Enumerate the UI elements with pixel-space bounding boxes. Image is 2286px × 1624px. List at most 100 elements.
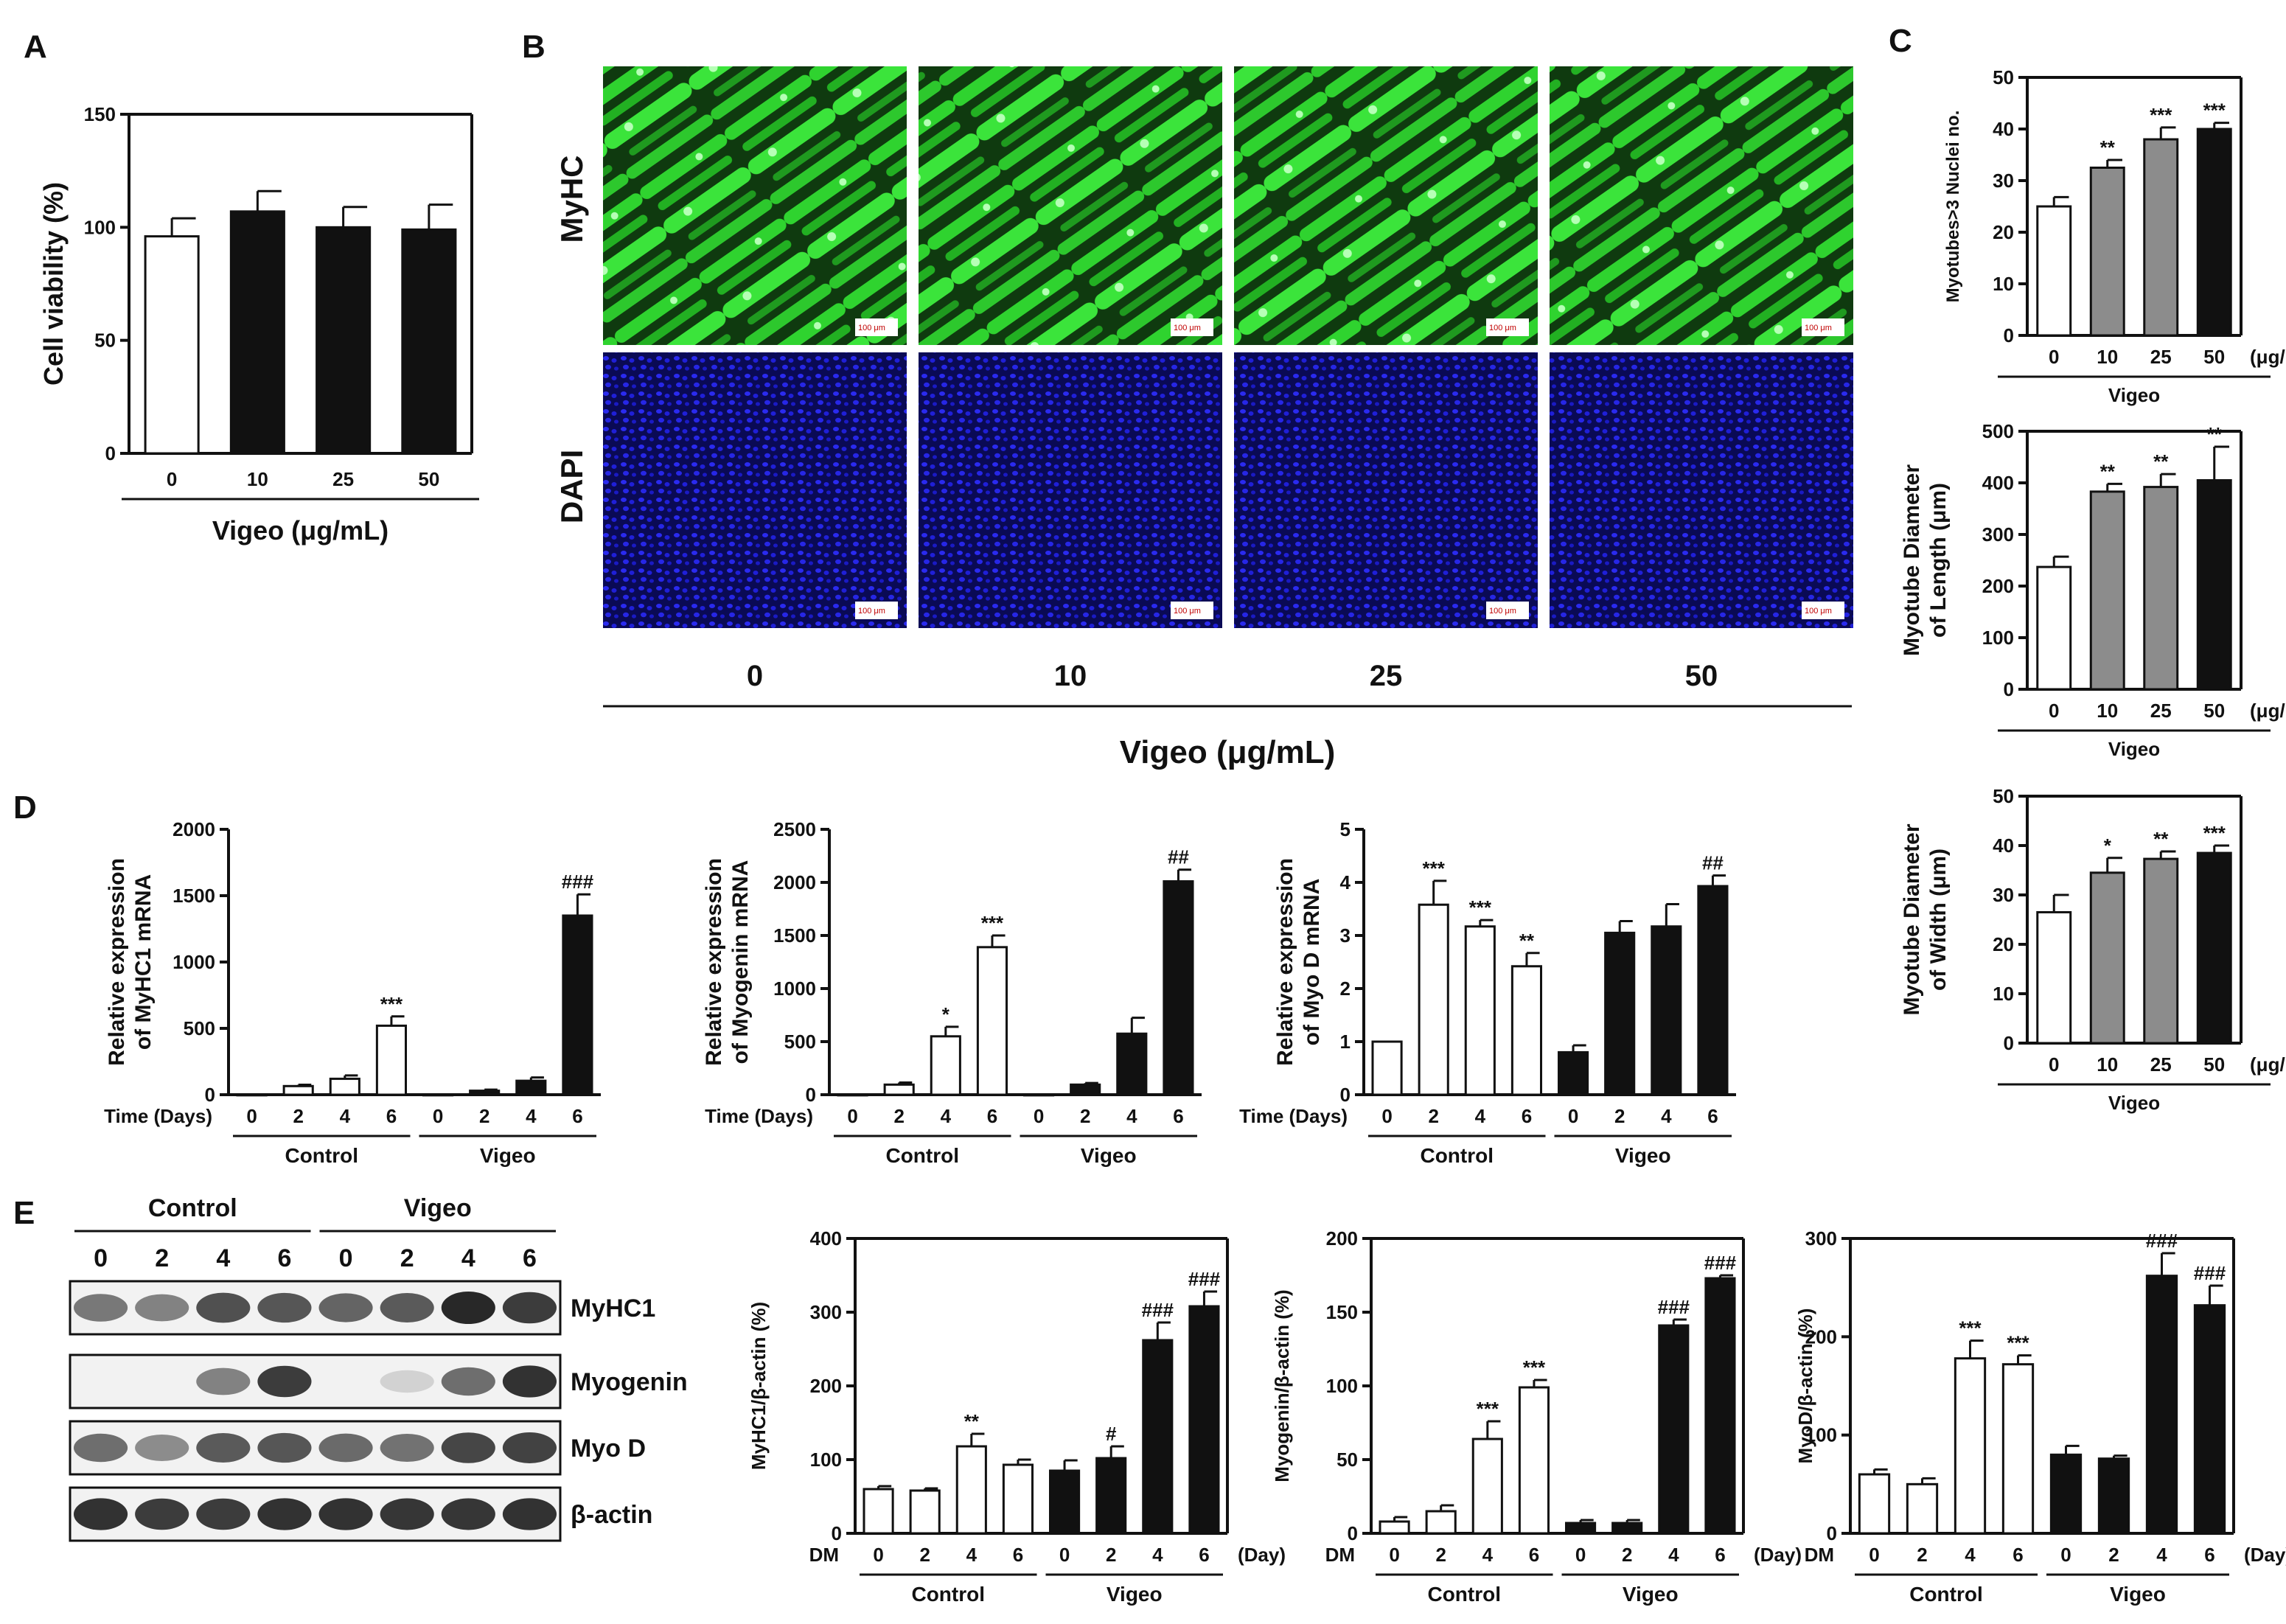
- blot-band: [196, 1367, 251, 1395]
- chart-e-myod-protein: 0 100 200 300 MyoD/β-actin (%) 0 2 4 *** 6 *** 0 2 4 #…: [1794, 1227, 2286, 1606]
- bar: [2143, 138, 2179, 337]
- y-tick-label: 200: [810, 1375, 842, 1397]
- x-tick-label: 0: [1034, 1105, 1044, 1127]
- x-tick-label: 2: [1106, 1544, 1116, 1566]
- significance-marker: ##: [1168, 846, 1189, 868]
- y-axis-label: of Width (μm): [1926, 848, 1951, 991]
- blot-row: β-actin: [69, 1486, 652, 1542]
- x-tick-label: 4: [941, 1105, 952, 1127]
- y-axis-label: Myotube Diameter: [1900, 464, 1924, 656]
- y-tick-label: 1: [1340, 1031, 1351, 1053]
- bar: [955, 1445, 987, 1535]
- group-label: Control: [1909, 1583, 1983, 1606]
- blot-band: [380, 1498, 434, 1530]
- bar: [1095, 1457, 1127, 1535]
- y-tick-label: 40: [1993, 118, 2014, 140]
- bar: [562, 914, 593, 1096]
- y-tick-label: 0: [205, 1084, 215, 1106]
- x-tick-label: 50: [418, 468, 439, 490]
- blot-row-label: Myo D: [571, 1435, 646, 1463]
- y-axis-label: MyoD/β-actin (%): [1794, 1308, 1816, 1464]
- significance-marker: ***: [2203, 822, 2226, 844]
- blot-band: [135, 1294, 189, 1322]
- blot-row: MyHC1: [69, 1280, 655, 1336]
- bar: [2196, 479, 2232, 691]
- blot-band: [257, 1498, 312, 1530]
- blot-band: [441, 1432, 495, 1463]
- bar: [144, 235, 200, 455]
- x-tick-label: 25: [2150, 346, 2172, 368]
- bar: [2049, 1453, 2083, 1535]
- row-label-myhc: MyHC: [554, 155, 589, 243]
- blot-band: [380, 1433, 434, 1463]
- bar: [1163, 880, 1194, 1096]
- conc-label-50: 50: [1685, 660, 1718, 692]
- bar: [1070, 1083, 1101, 1096]
- y-tick-label: 200: [1982, 575, 2014, 597]
- x-tick-label: 6: [1715, 1544, 1725, 1566]
- bar: [1425, 1510, 1457, 1535]
- group-label: Vigeo: [2108, 738, 2160, 760]
- bar: [1418, 903, 1449, 1096]
- x-suffix-label: (Day): [1754, 1544, 1802, 1566]
- blot-lane-label: 2: [400, 1244, 414, 1272]
- blot-row-label: MyHC1: [571, 1294, 655, 1322]
- x-suffix-label: (Day): [1238, 1544, 1286, 1566]
- chart-e-myogenin-protein: 0 50 100 150 200 Myogenin/β-actin (%) 0 2 4 *** 6 *…: [1271, 1227, 1802, 1606]
- bar: [515, 1079, 547, 1096]
- y-tick-label: 300: [1805, 1227, 1837, 1250]
- x-tick-label: 6: [1173, 1105, 1183, 1127]
- x-tick-label: 4: [1475, 1105, 1486, 1127]
- blot-band: [441, 1367, 495, 1396]
- svg-text:100 μm: 100 μm: [1489, 324, 1516, 332]
- x-tick-label: 0: [246, 1105, 257, 1127]
- y-tick-label: 0: [832, 1522, 842, 1544]
- svg-text:100 μm: 100 μm: [1489, 607, 1516, 616]
- blot-band: [73, 1294, 128, 1322]
- y-tick-label: 150: [1326, 1301, 1358, 1323]
- blot-band: [318, 1293, 373, 1322]
- x-tick-label: 4: [340, 1105, 351, 1127]
- bar: [1858, 1473, 1891, 1535]
- y-tick-label: 0: [2004, 1032, 2014, 1054]
- x-tick-label: 10: [247, 468, 268, 490]
- bar: [1604, 931, 1636, 1096]
- blot-band: [135, 1498, 189, 1530]
- significance-marker: ***: [2150, 104, 2172, 126]
- group-label: Vigeo: [1081, 1144, 1137, 1167]
- x-tick-label: 2: [1080, 1105, 1090, 1127]
- bar: [2089, 871, 2125, 1045]
- y-tick-label: 2: [1340, 977, 1351, 1000]
- y-tick-label: 1500: [173, 885, 215, 907]
- y-tick-label: 50: [94, 330, 116, 352]
- panel-label-b: B: [522, 29, 546, 65]
- x-tick-label: 6: [1013, 1544, 1023, 1566]
- row-label-dapi: DAPI: [554, 450, 589, 523]
- blot-group-label: Control: [148, 1194, 237, 1222]
- significance-marker: ###: [1704, 1252, 1737, 1274]
- chart-a-cell-viability: 0 50 100 150 Cell viability (%) 0 10 25 50 Vigeo …: [38, 103, 479, 546]
- x-tick-label: 4: [1965, 1544, 1976, 1566]
- blot-band: [73, 1433, 128, 1463]
- x-tick-label: 25: [2150, 700, 2172, 722]
- x-tick-label: 0: [873, 1544, 883, 1566]
- panel-label-c: C: [1889, 23, 1912, 59]
- western-blot: Control Vigeo 0 2 4 6 0 2 4 6 MyHC1 Myogenin Myo D β-…: [69, 1194, 688, 1542]
- bar: [375, 1024, 408, 1096]
- blot-band: [380, 1293, 434, 1322]
- bar: [1471, 1437, 1503, 1535]
- svg-text:100 μm: 100 μm: [858, 607, 885, 616]
- y-tick-label: 400: [1982, 472, 2014, 494]
- y-tick-label: 2000: [173, 818, 215, 840]
- y-axis-label: Myogenin/β-actin (%): [1271, 1289, 1293, 1482]
- y-tick-label: 0: [2004, 324, 2014, 346]
- y-tick-label: 1500: [773, 924, 816, 947]
- x-tick-label: 6: [2204, 1544, 2214, 1566]
- x-tick-label: 0: [1059, 1544, 1070, 1566]
- x-tick-label: 0: [1381, 1105, 1392, 1127]
- blot-band: [502, 1498, 557, 1530]
- significance-marker: ##: [1702, 852, 1724, 874]
- bar: [1651, 925, 1682, 1096]
- blot-band: [318, 1433, 373, 1463]
- significance-marker: ###: [2146, 1230, 2178, 1252]
